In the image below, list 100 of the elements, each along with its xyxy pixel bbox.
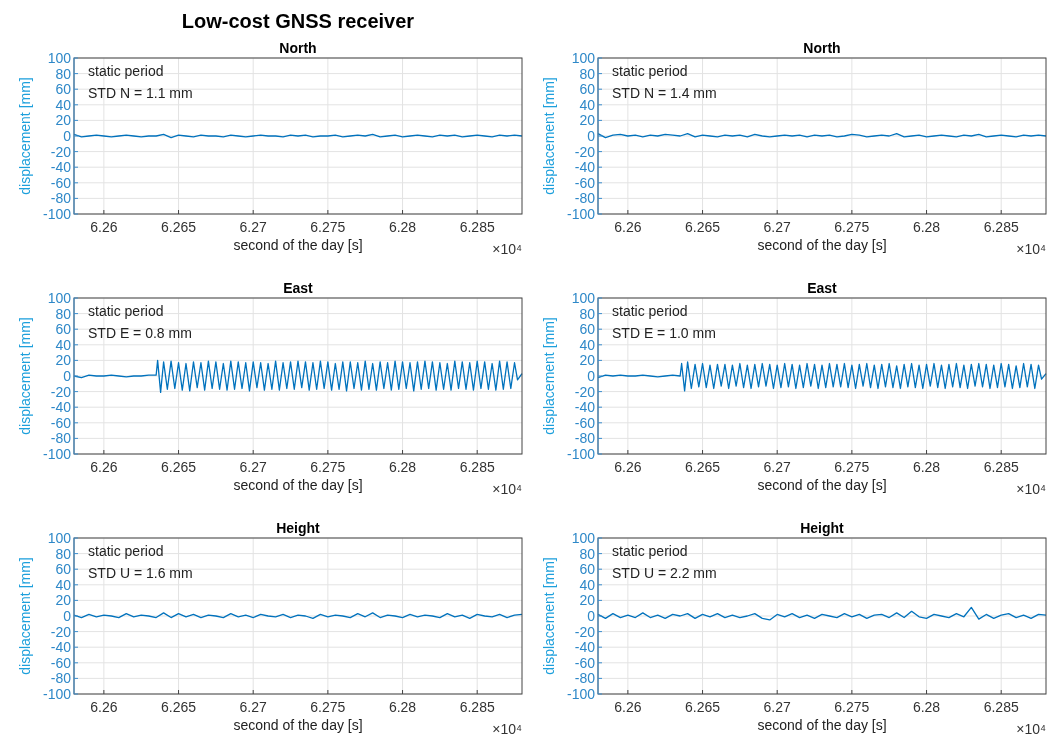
annotation: STD N = 1.1 mm [88,85,193,101]
x-tick-label: 6.265 [685,699,721,715]
annotation: static period [612,303,688,319]
x-tick-label: 6.28 [912,699,941,715]
chart-title: East [283,280,314,296]
x-axis-title: second of the day [s] [757,477,887,493]
line-series [597,606,1047,621]
y-tick-label: -80 [574,190,596,207]
x-tick-label: 6.28 [912,219,941,235]
y-tick-label: 60 [579,81,596,98]
y-tick-label: 40 [579,336,596,353]
y-tick-label: -40 [574,399,596,416]
y-tick-label: -20 [50,143,72,160]
x-tick-label: 6.26 [90,459,118,475]
y-tick-label: -60 [574,654,596,671]
y-tick-label: 0 [587,127,596,144]
x-tick-label: 6.26 [90,699,118,715]
y-tick-label: -60 [50,414,72,431]
x-tick-label: 6.27 [239,459,268,475]
x-tick-label: 6.275 [310,699,346,715]
text: ×10⁴ [1016,481,1046,497]
y-tick-label: 80 [55,545,72,562]
y-tick-label: 40 [579,96,596,113]
y-tick-label: 20 [55,352,72,369]
y-axis-title: displacement [mm] [17,317,33,435]
y-tick-label: 100 [47,529,72,546]
x-tick-label: 6.275 [310,219,346,235]
y-tick-label: -80 [50,670,72,687]
x-tick-label: 6.265 [161,219,197,235]
x-tick-label: 6.28 [388,699,417,715]
x-tick-label: 6.27 [239,219,268,235]
y-tick-label: 60 [579,321,596,338]
y-tick-label: -100 [566,205,596,222]
y-tick-label: -60 [50,174,72,191]
y-tick-label: -60 [574,414,596,431]
y-tick-label: 20 [579,112,596,129]
y-tick-label: 60 [55,561,72,578]
y-axis-title: displacement [mm] [541,317,557,435]
y-tick-label: -20 [574,383,596,400]
y-tick-label: 60 [55,321,72,338]
y-tick-label: -40 [574,159,596,176]
y-tick-label: 80 [579,65,596,82]
y-axis-title: displacement [mm] [17,557,33,675]
y-tick-label: 0 [63,127,72,144]
x-tick-label: 6.27 [763,219,792,235]
y-axis-title: displacement [mm] [17,77,33,195]
text: ×10⁴ [492,481,522,497]
y-tick-label: -40 [50,399,72,416]
annotation: STD U = 1.6 mm [88,565,193,581]
x-axis-title: second of the day [s] [757,717,887,733]
x-tick-label: 6.27 [763,459,792,475]
y-tick-label: 0 [63,607,72,624]
x-tick-label: 6.285 [983,459,1019,475]
text: ×10⁴ [1016,241,1046,257]
text: ×10⁴ [1016,721,1046,735]
y-axis-title: displacement [mm] [541,557,557,675]
y-tick-label: 80 [55,65,72,82]
y-tick-label: -100 [42,205,72,222]
y-tick-label: 100 [571,49,596,66]
x-axis-title: second of the day [s] [233,237,363,253]
x-tick-label: 6.285 [459,459,495,475]
x-tick-label: 6.26 [614,459,642,475]
x-tick-label: 6.275 [834,459,870,475]
chart-title: Height [276,520,321,536]
y-tick-label: 20 [579,592,596,609]
y-tick-label: -20 [574,623,596,640]
y-tick-label: -100 [566,445,596,462]
x-tick-label: 6.27 [763,699,792,715]
x-tick-label: 6.28 [388,459,417,475]
chart-title: East [807,280,838,296]
annotation: static period [88,303,164,319]
x-tick-label: 6.265 [161,699,197,715]
y-tick-label: -80 [574,430,596,447]
y-tick-label: -100 [566,685,596,702]
line-series [597,361,1047,392]
annotation: static period [612,63,688,79]
y-tick-label: 100 [47,49,72,66]
x-tick-label: 6.285 [983,219,1019,235]
y-tick-label: -100 [42,685,72,702]
x-tick-label: 6.28 [912,459,941,475]
text: ×10⁴ [492,241,522,257]
x-tick-label: 6.265 [685,459,721,475]
x-tick-label: 6.28 [388,219,417,235]
x-tick-label: 6.265 [161,459,197,475]
x-tick-label: 6.275 [310,459,346,475]
y-tick-label: 100 [47,289,72,306]
y-tick-label: -20 [50,383,72,400]
y-tick-label: 20 [55,592,72,609]
annotation: STD E = 1.0 mm [612,325,716,341]
x-axis-title: second of the day [s] [233,717,363,733]
chart-title: Low-cost GNSS receiver [181,10,415,32]
x-tick-label: 6.285 [983,699,1019,715]
y-tick-label: 80 [55,305,72,322]
y-tick-label: 60 [55,81,72,98]
x-tick-label: 6.285 [459,219,495,235]
annotation: STD U = 2.2 mm [612,565,717,581]
x-axis-title: second of the day [s] [233,477,363,493]
y-tick-label: 20 [579,352,596,369]
x-tick-label: 6.26 [614,699,642,715]
y-tick-label: -100 [42,445,72,462]
